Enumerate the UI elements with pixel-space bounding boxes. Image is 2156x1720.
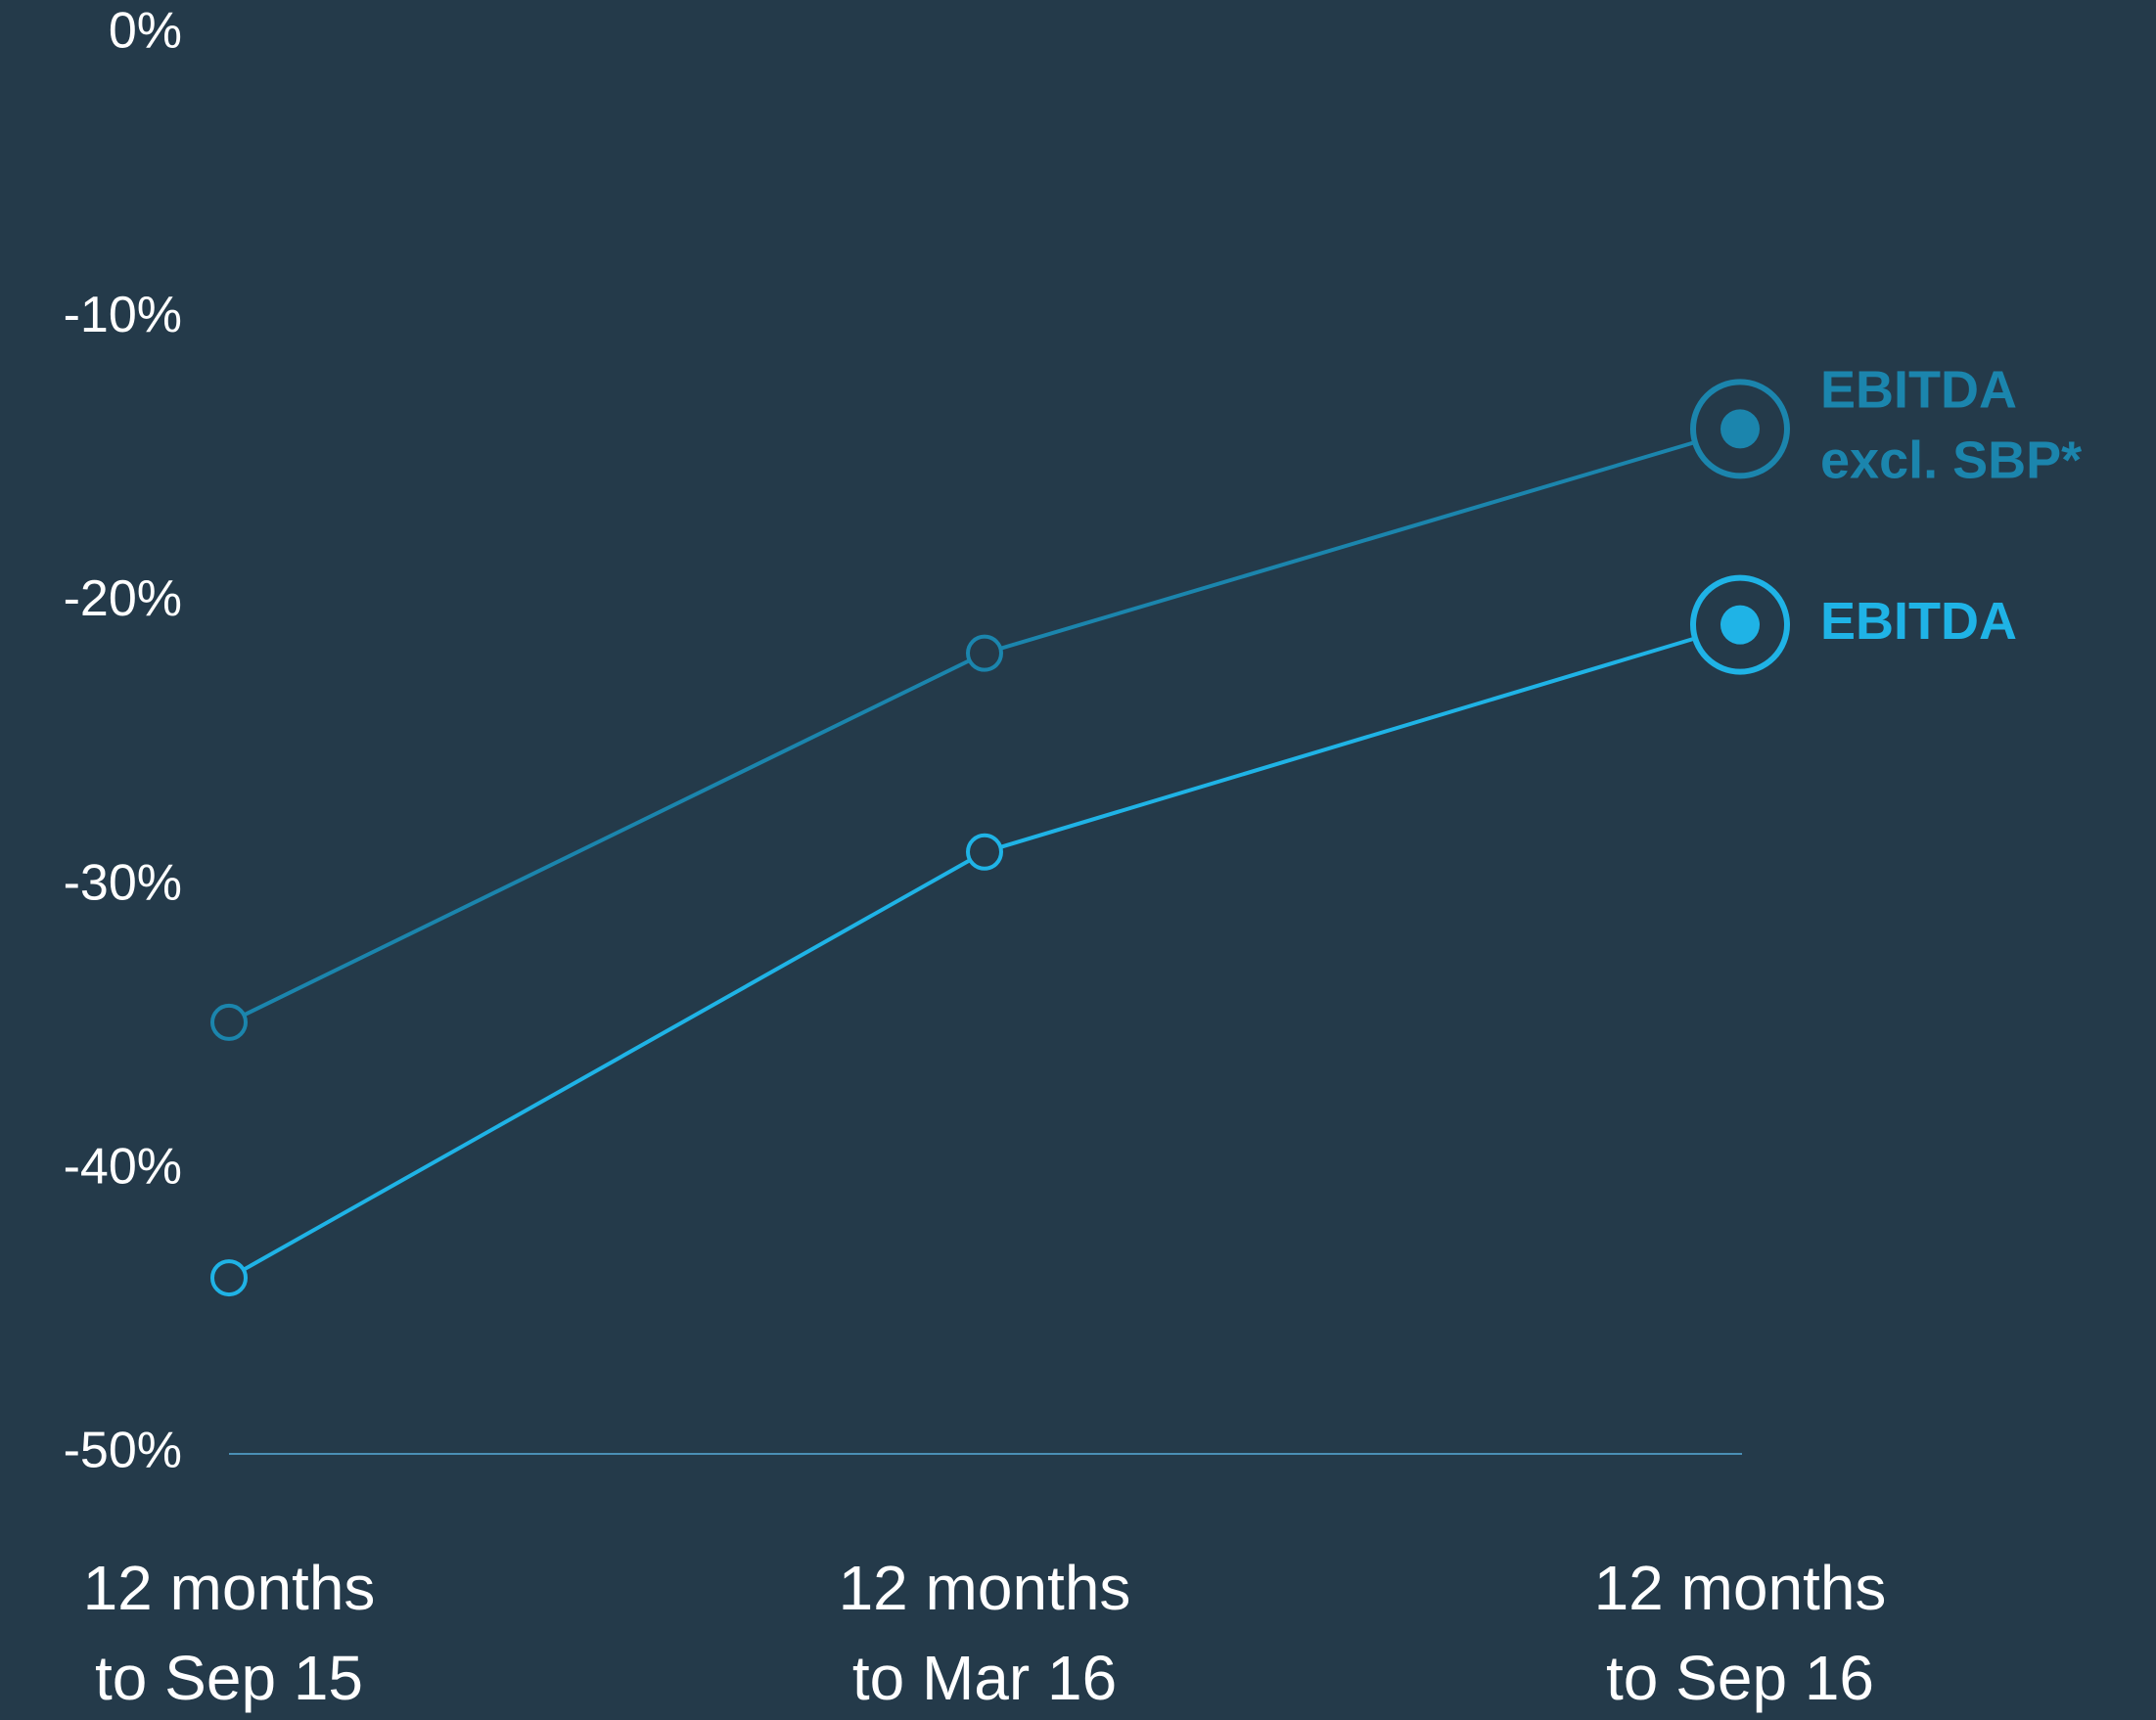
x-category-label: to Sep 15 (95, 1643, 363, 1713)
series-label: excl. SBP* (1820, 431, 2082, 490)
data-point (966, 833, 1003, 871)
series-labels: EBITDA excl. SBP* EBITDA (1820, 361, 2082, 651)
y-tick-label: -50% (64, 1423, 182, 1479)
x-axis-categories: 12 months to Sep 15 12 months to Mar 16 12 m… (83, 1553, 1887, 1713)
y-tick-label: -30% (64, 854, 182, 911)
data-point (966, 634, 1003, 672)
series-line (228, 622, 1741, 1280)
series-points (210, 379, 1790, 1297)
data-point (210, 1259, 248, 1297)
x-category-label: 12 months (1594, 1553, 1887, 1623)
end-point-dot (1720, 409, 1760, 449)
x-category-label: 12 months (83, 1553, 376, 1623)
x-category-label: 12 months (839, 1553, 1131, 1623)
y-tick-label: -40% (64, 1139, 182, 1196)
end-point-dot (1720, 605, 1760, 645)
series-label: EBITDA (1820, 592, 2017, 651)
x-category-label: to Sep 16 (1606, 1643, 1874, 1713)
series-line (228, 427, 1741, 1024)
y-tick-label: -20% (64, 570, 182, 627)
data-point (210, 1003, 248, 1041)
series-label: EBITDA (1820, 361, 2017, 420)
y-tick-label: -10% (64, 287, 182, 343)
y-tick-label: 0% (109, 3, 182, 60)
x-category-label: to Mar 16 (852, 1643, 1117, 1713)
y-axis-ticks: 0% -10% -20% -30% -40% -50% (64, 3, 182, 1479)
